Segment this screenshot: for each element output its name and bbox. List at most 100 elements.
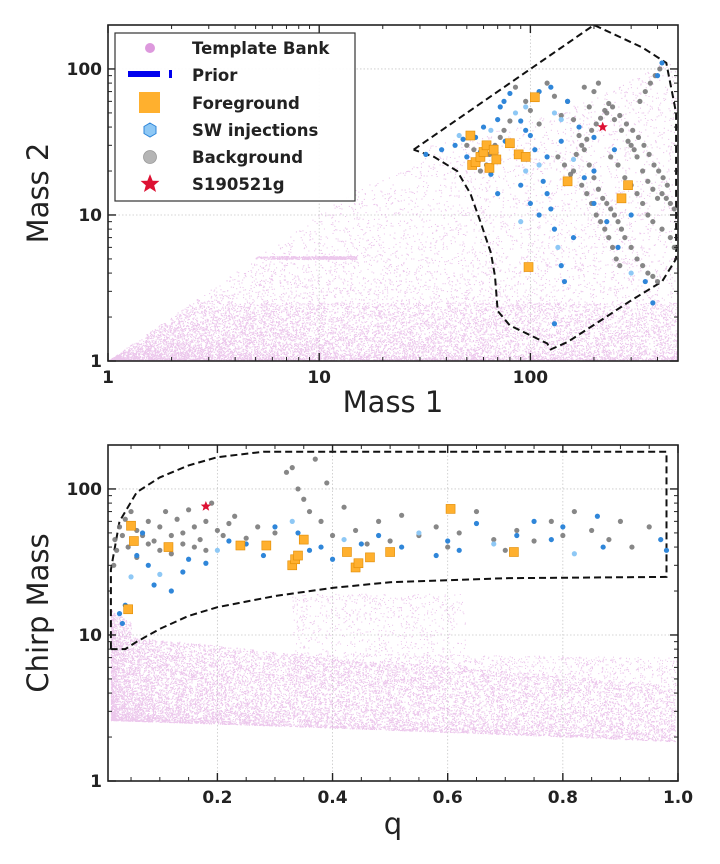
mass-background-point	[593, 121, 599, 127]
chirp-panel-ticks: 0.2 0.4 0.6 0.8 1.0 1 10 100	[67, 445, 693, 808]
mass-background-point	[651, 162, 657, 168]
chirp-template-bank	[110, 593, 678, 743]
mass-sw-point	[659, 60, 665, 66]
chirp-x-tick-label: 0.4	[317, 788, 347, 808]
mass-sw-point	[555, 244, 561, 250]
chirp-sw-point	[358, 541, 364, 547]
chirp-sw-point	[376, 532, 382, 539]
chirp-background-point	[289, 465, 295, 471]
chirp-foreground-point	[293, 550, 303, 561]
chirp-background-point	[283, 469, 290, 475]
mass-foreground-point	[484, 163, 495, 173]
legend-prior-label: Prior	[192, 66, 238, 85]
mass-background-point	[642, 88, 648, 95]
mass-sw-point	[551, 110, 558, 116]
mass-sw-point	[558, 138, 564, 144]
mass-sw-point	[628, 212, 634, 218]
mass-background-point	[558, 112, 564, 119]
mass-sw-point	[527, 200, 533, 207]
chirp-background-point	[145, 518, 151, 524]
mass-background-point	[671, 206, 677, 212]
chirp-background-point	[387, 538, 393, 544]
mass-sw-point	[480, 124, 487, 130]
mass-plot-frame	[107, 24, 679, 362]
mass-x-tick-label: 100	[513, 368, 549, 388]
chirp-foreground-point	[342, 547, 352, 557]
mass-x-tick-label: 10	[307, 368, 331, 388]
mass-sw-point	[570, 156, 577, 163]
chirp-sw-point	[433, 552, 439, 559]
mass-background-point	[625, 138, 631, 144]
chirp-background-point	[324, 480, 330, 486]
mass-sw-point	[544, 191, 550, 197]
mass-foreground-point	[623, 180, 633, 190]
chirp-background-point	[376, 518, 382, 524]
chirp-background-point	[301, 496, 307, 502]
mass-background-point	[536, 121, 542, 127]
mass-background-point	[573, 151, 579, 157]
mass-sw-point	[551, 226, 558, 232]
mass-sw-point	[456, 132, 462, 139]
legend-event-label: S190521g	[192, 175, 285, 194]
chirp-background-point	[329, 532, 336, 539]
chirp-background-point	[243, 535, 249, 541]
legend-template-marker	[145, 43, 155, 53]
chirp-background-point	[128, 508, 134, 515]
mass-background-point	[664, 182, 670, 188]
chirp-foreground-point	[353, 558, 364, 569]
chirp-background-point	[214, 527, 220, 534]
mass-sw-point	[523, 168, 529, 174]
mass-background-point	[640, 263, 646, 269]
mass-background-point	[561, 162, 568, 168]
legend-foreground-label: Foreground	[192, 94, 300, 113]
chirp-background-point	[433, 524, 439, 530]
chirp-sw-point	[514, 532, 520, 539]
mass-y-tick-label: 1	[90, 352, 102, 372]
mass-y-axis-label: Mass 2	[21, 143, 55, 244]
mass-sw-point	[561, 278, 568, 285]
chirp-background-point	[116, 524, 123, 530]
chirp-foreground-points	[123, 504, 519, 615]
chirp-background-point	[312, 456, 318, 462]
chirp-sw-point	[318, 544, 324, 550]
legend-background-marker	[143, 150, 157, 164]
chirp-sw-point	[214, 547, 220, 553]
chirp-background-point	[168, 551, 174, 557]
mass-background-point	[618, 127, 625, 133]
mass-sw-point	[507, 90, 513, 97]
legend-item-prior: Prior	[128, 66, 238, 85]
chirp-foreground-point	[261, 540, 272, 551]
legend-box	[114, 32, 356, 202]
mass-background-point	[640, 200, 646, 207]
mass-prior-boundary	[413, 25, 678, 351]
mass-sw-point	[518, 219, 524, 225]
chirp-sw-point	[186, 556, 192, 562]
mass-background-point	[663, 195, 669, 201]
mass-sw-point	[423, 151, 429, 157]
chirp-sw-point	[295, 530, 301, 536]
mass-sw-point	[581, 175, 587, 181]
chirp-background-point	[589, 527, 595, 534]
legend-item-event: S190521g	[140, 174, 285, 194]
mass-background-point	[609, 244, 616, 250]
legend-prior-marker	[128, 71, 160, 77]
mass-sw-point	[591, 168, 597, 174]
mass-foreground-points	[465, 92, 633, 272]
mass-sw-point	[548, 84, 554, 90]
mass-background-point	[657, 66, 663, 72]
mass-sw-point	[497, 104, 503, 110]
chirp-background-point	[203, 518, 209, 524]
chirp-sw-point	[151, 582, 157, 588]
mass-background-point	[497, 134, 503, 140]
chirp-plot-frame	[107, 444, 679, 782]
chirp-background-point	[491, 536, 497, 543]
chirp-background-point	[341, 504, 347, 510]
mass-background-point	[589, 127, 595, 133]
chirp-sw-injection-points	[116, 513, 670, 627]
chirp-background-point	[162, 508, 169, 515]
mass-sw-point	[488, 127, 494, 133]
legend-sw-label: SW injections	[192, 121, 318, 140]
mass-background-point	[656, 168, 662, 174]
chirp-background-point	[168, 532, 174, 539]
